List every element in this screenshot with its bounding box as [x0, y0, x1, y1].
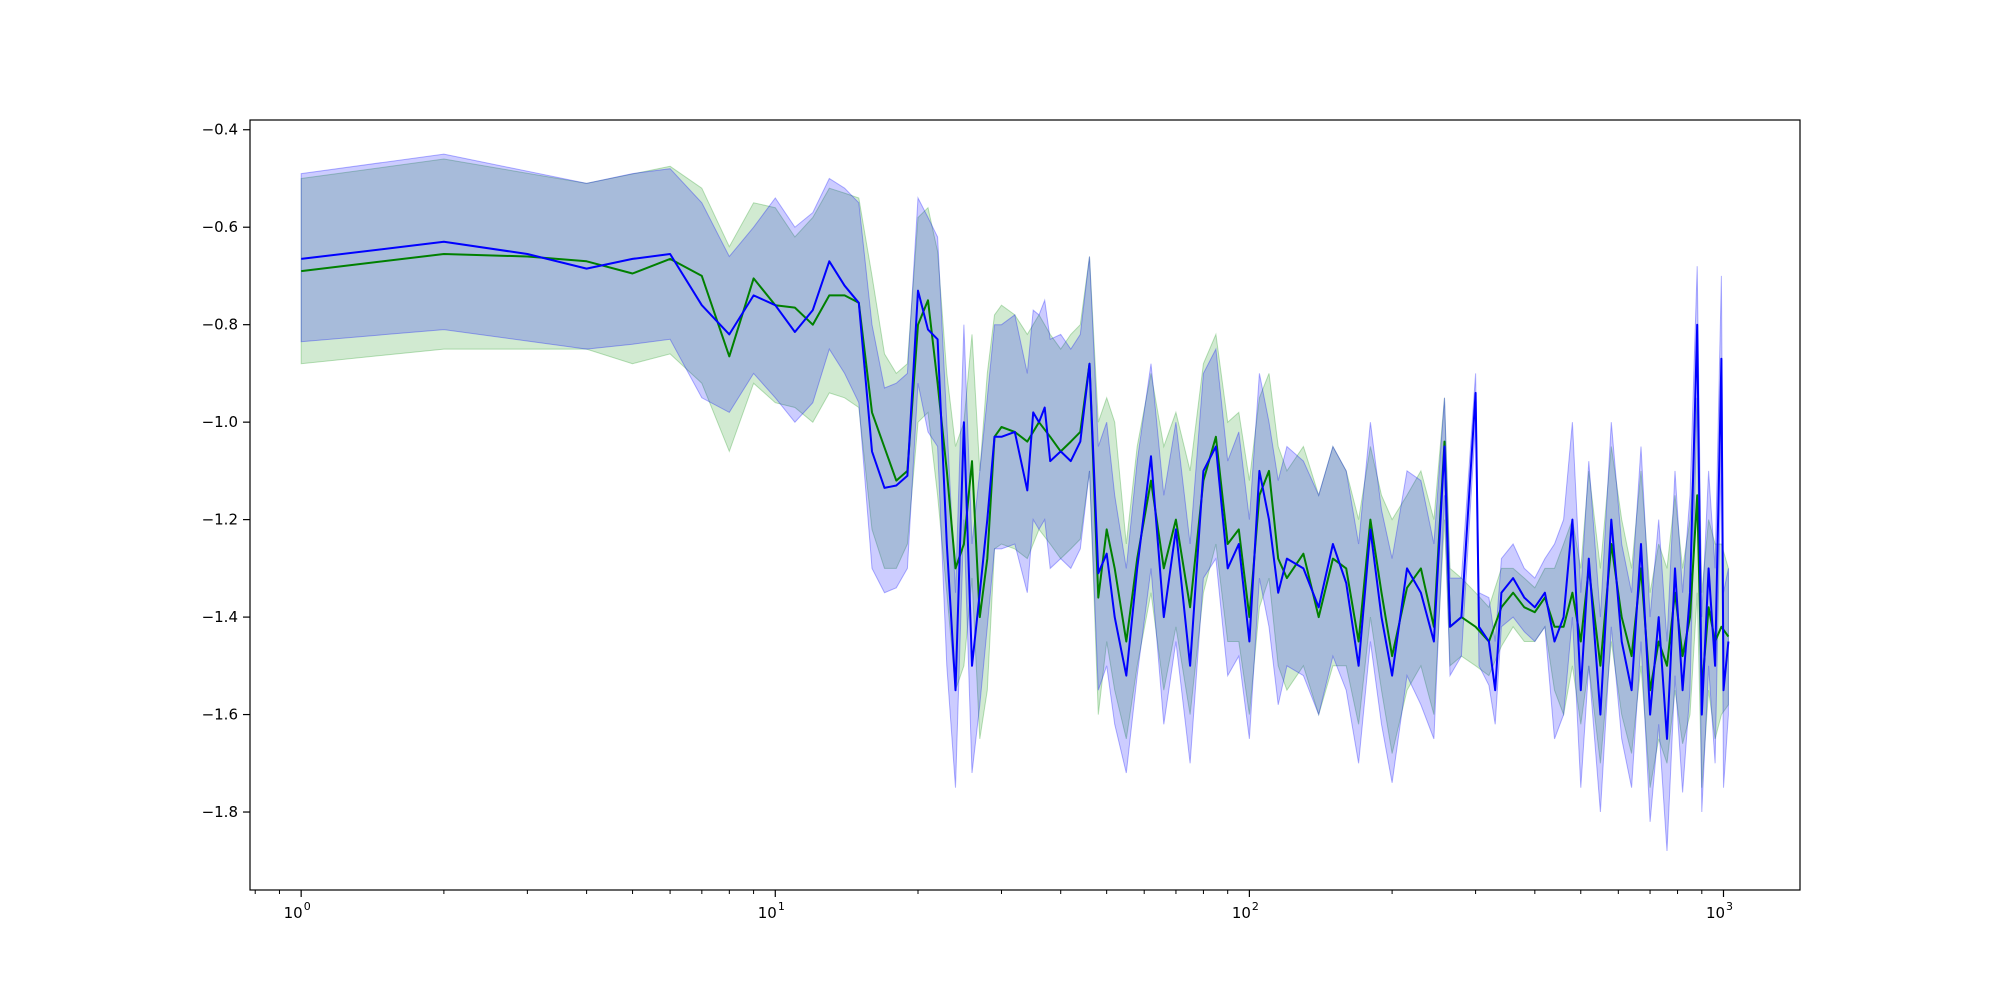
series-1-band — [300, 158, 1729, 788]
y-tick-label: −0.4 — [202, 121, 238, 139]
x-tick-exponent: 3 — [1726, 900, 1733, 913]
confidence-bands — [300, 153, 1729, 852]
y-tick-label: −1.2 — [202, 511, 238, 529]
x-tick-exponent: 0 — [304, 900, 311, 913]
series-2-band — [300, 153, 1729, 852]
y-tick-label: −1.0 — [202, 413, 238, 431]
y-tick-label: −1.4 — [202, 608, 238, 626]
y-tick-label: −1.8 — [202, 803, 238, 821]
y-tick-label: −0.6 — [202, 218, 238, 236]
x-tick-exponent: 2 — [1252, 900, 1259, 913]
plot-frame — [249, 119, 1801, 891]
y-tick-label: −0.8 — [202, 316, 238, 334]
series-2-line — [301, 240, 1730, 740]
x-tick-exponent: 1 — [778, 900, 785, 913]
y-axis: −0.4 −0.6 −0.8 −1.0 −1.2 −1.4 −1.6 −1.8 — [202, 121, 250, 821]
y-tick-label: −1.6 — [202, 706, 238, 724]
series-lines — [301, 240, 1730, 740]
series-1-line — [301, 253, 1730, 692]
